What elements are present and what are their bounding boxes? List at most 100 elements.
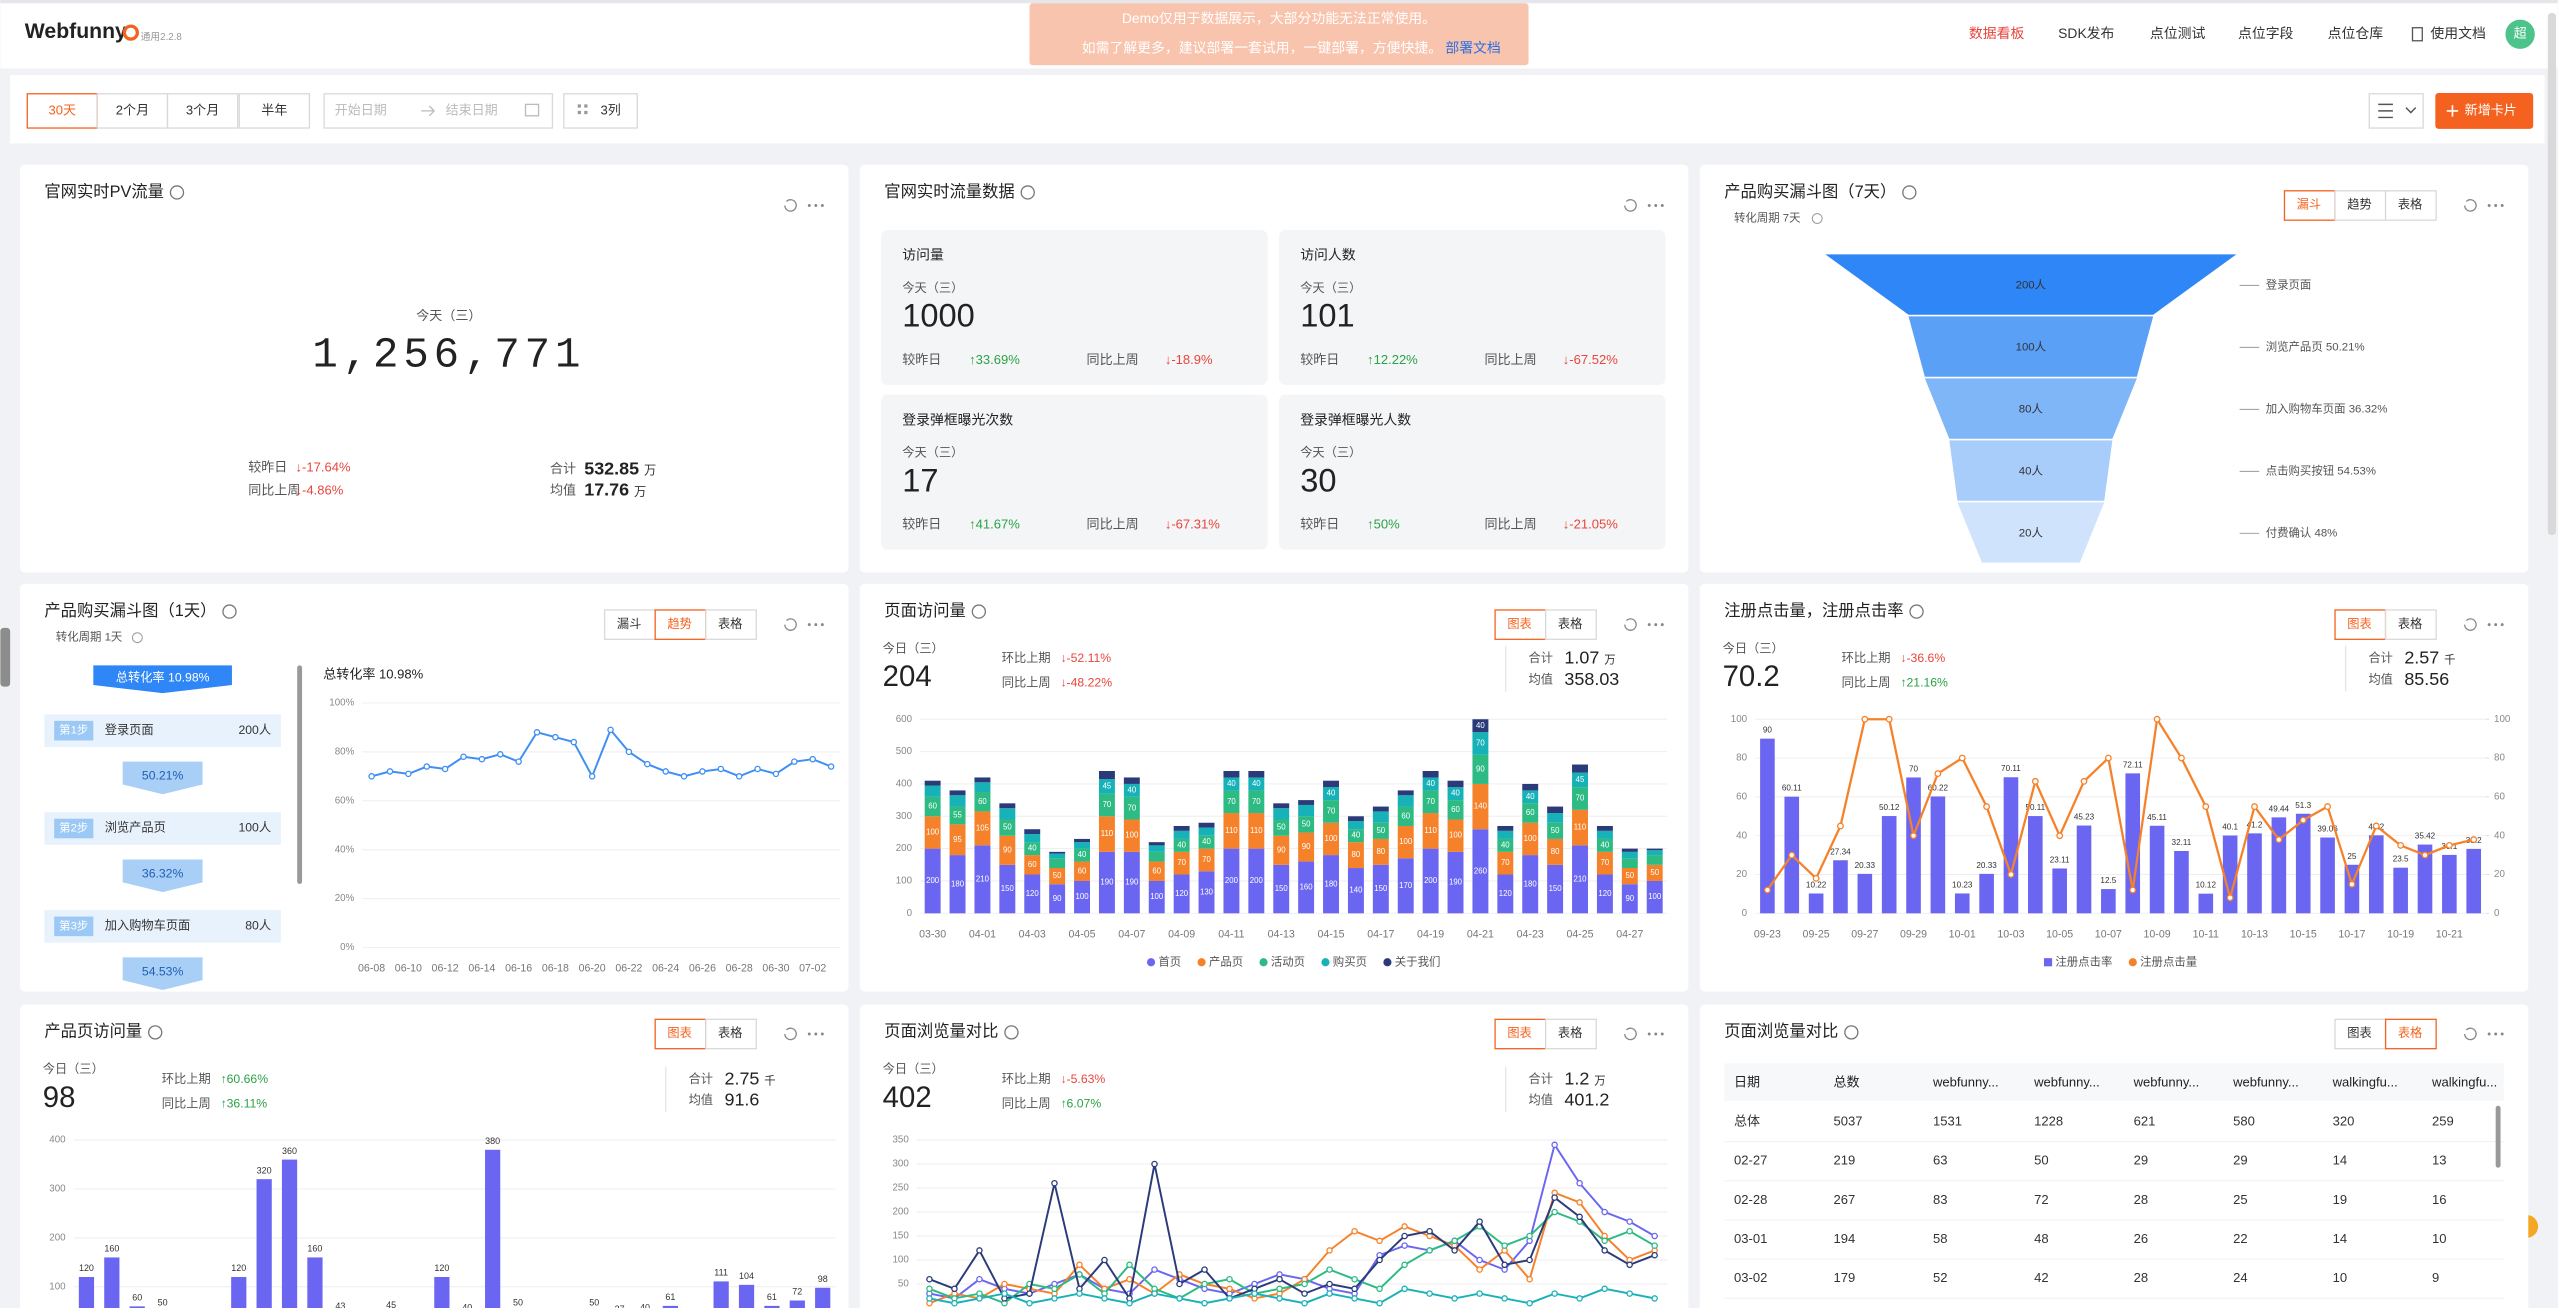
refresh-icon[interactable]: [784, 1027, 797, 1041]
more-dot[interactable]: [807, 623, 811, 627]
refresh-icon[interactable]: [2464, 1027, 2477, 1041]
tab[interactable]: [705, 609, 757, 640]
tab-label: 表格: [1558, 616, 1582, 631]
legend-item[interactable]: 注册点击率: [2043, 954, 2112, 968]
tab[interactable]: [654, 609, 707, 640]
bar: [1808, 893, 1824, 914]
more-dot[interactable]: [820, 204, 824, 207]
tab[interactable]: [1545, 1018, 1597, 1050]
tab[interactable]: [2384, 1018, 2437, 1050]
bar: [2368, 835, 2384, 914]
tab[interactable]: [2384, 190, 2437, 221]
nav-item[interactable]: SDK发布: [2058, 25, 2114, 41]
compare-value: ↓-36.6%: [1900, 651, 1945, 665]
more-dot[interactable]: [2500, 1032, 2504, 1036]
rate-arrow: [122, 957, 203, 990]
tab[interactable]: [2334, 190, 2387, 221]
table-cell: 28: [2134, 1192, 2149, 1207]
tab[interactable]: [2334, 609, 2387, 640]
more-dot[interactable]: [1647, 1032, 1651, 1036]
nav-item[interactable]: 点位仓库: [2328, 25, 2384, 41]
nav-item[interactable]: 点位字段: [2238, 25, 2294, 41]
bar-segment: [1248, 813, 1265, 849]
more-dot[interactable]: [2500, 204, 2504, 207]
line-point: [1151, 1266, 1158, 1273]
more-dot[interactable]: [2500, 623, 2504, 627]
legend-label: 购买页: [1333, 954, 1367, 968]
more-dot[interactable]: [1647, 204, 1651, 207]
more-dot[interactable]: [2487, 1032, 2491, 1036]
more-dot[interactable]: [2487, 204, 2491, 207]
range-button[interactable]: [166, 93, 239, 129]
legend-item[interactable]: 注册点击量: [2128, 954, 2197, 968]
legend-item[interactable]: 活动页: [1259, 955, 1305, 968]
date-range[interactable]: [323, 93, 554, 129]
bar: [231, 1277, 247, 1308]
more-dot[interactable]: [814, 1032, 818, 1036]
tab[interactable]: [2283, 190, 2336, 221]
segment-label: 60: [1028, 860, 1037, 869]
more-dot[interactable]: [1647, 623, 1651, 627]
bar-segment: [1323, 780, 1339, 788]
columns-button[interactable]: [563, 93, 638, 129]
bar-segment: [1347, 868, 1364, 914]
logo-mark: [122, 24, 139, 41]
tab[interactable]: [603, 609, 656, 640]
more-dot[interactable]: [1654, 204, 1658, 207]
range-button[interactable]: [238, 93, 311, 129]
more-dot[interactable]: [814, 204, 818, 207]
more-dot[interactable]: [807, 204, 811, 207]
side-handle[interactable]: [0, 627, 11, 687]
refresh-icon[interactable]: [1624, 618, 1637, 631]
tab[interactable]: [1494, 609, 1547, 640]
more-dot[interactable]: [2487, 623, 2491, 627]
segment-label: 100: [1150, 892, 1164, 901]
layout-button[interactable]: [2368, 93, 2424, 129]
stat-name: 访问量: [902, 247, 944, 263]
more-dot[interactable]: [1654, 1032, 1658, 1036]
line-point: [951, 1285, 958, 1293]
more-dot[interactable]: [820, 1032, 824, 1036]
legend-item[interactable]: 产品页: [1197, 954, 1244, 968]
tab[interactable]: [1494, 1018, 1547, 1050]
tab[interactable]: [1545, 609, 1597, 640]
refresh-icon[interactable]: [784, 618, 797, 631]
tab[interactable]: [2384, 609, 2437, 640]
nav-item[interactable]: 数据看板: [1969, 25, 2025, 41]
avatar[interactable]: [2505, 19, 2535, 49]
compare-value: ↑12.22%: [1367, 352, 1418, 367]
table-header-cell: 日期: [1734, 1074, 1760, 1089]
more-dot[interactable]: [814, 623, 818, 627]
tab[interactable]: [2334, 1018, 2387, 1050]
more-dot[interactable]: [820, 623, 824, 627]
refresh-icon[interactable]: [784, 199, 797, 212]
legend-item[interactable]: 关于我们: [1383, 954, 1440, 968]
compare-value: ↓-67.31%: [1165, 517, 1220, 532]
notice-link[interactable]: 部署文档: [1445, 40, 1500, 56]
segment-label: 105: [976, 823, 990, 832]
segment-label: 190: [1100, 878, 1114, 887]
line-point: [1601, 1247, 1608, 1254]
nav-item[interactable]: 使用文档: [2430, 25, 2485, 41]
more-dot[interactable]: [2494, 1032, 2498, 1036]
more-dot[interactable]: [1654, 623, 1658, 627]
more-dot[interactable]: [1660, 1032, 1664, 1036]
more-dot[interactable]: [1660, 623, 1664, 627]
refresh-icon[interactable]: [2464, 199, 2477, 212]
more-dot[interactable]: [1660, 204, 1664, 207]
refresh-icon[interactable]: [2464, 618, 2477, 631]
add-card-button[interactable]: [2435, 92, 2534, 129]
bar-label: 72.11: [2123, 760, 2143, 769]
tab[interactable]: [705, 1018, 757, 1050]
more-dot[interactable]: [807, 1032, 811, 1036]
bar-segment: [1497, 830, 1514, 839]
refresh-icon[interactable]: [1624, 199, 1637, 212]
nav-item[interactable]: 点位测试: [2150, 25, 2206, 41]
x-tick-label: 09-23: [1754, 928, 1781, 940]
more-dot[interactable]: [2494, 204, 2498, 207]
refresh-icon[interactable]: [1624, 1027, 1637, 1041]
tab[interactable]: [654, 1018, 707, 1050]
more-dot[interactable]: [2494, 623, 2498, 627]
legend-item[interactable]: 首页: [1146, 954, 1181, 968]
legend-item[interactable]: 购买页: [1321, 954, 1367, 968]
